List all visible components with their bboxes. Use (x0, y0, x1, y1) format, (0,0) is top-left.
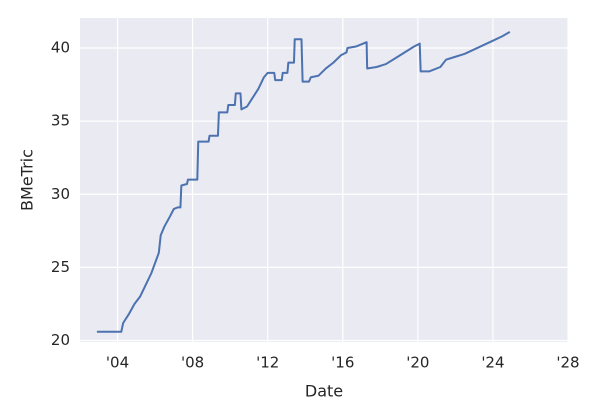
series-line (96, 31, 511, 333)
marks (96, 31, 511, 333)
plot-background (80, 18, 568, 342)
x-tick-label: '24 (481, 354, 504, 372)
x-tick-label: '08 (181, 354, 204, 372)
y-tick-label: 30 (51, 185, 70, 203)
y-tick-label: 40 (51, 38, 70, 56)
x-tick-label: '04 (106, 354, 129, 372)
x-tick-label: '12 (256, 354, 279, 372)
x-tick-label: '16 (331, 354, 354, 372)
x-tick-label: '20 (406, 354, 429, 372)
y-axis-label: BMeTric (18, 149, 37, 211)
x-tick-label: '28 (556, 354, 579, 372)
y-tick-label: 25 (51, 258, 70, 276)
grid (80, 18, 569, 342)
y-tick-label: 35 (51, 112, 70, 130)
y-tick-label: 20 (51, 331, 70, 349)
x-axis-label: Date (305, 382, 343, 401)
